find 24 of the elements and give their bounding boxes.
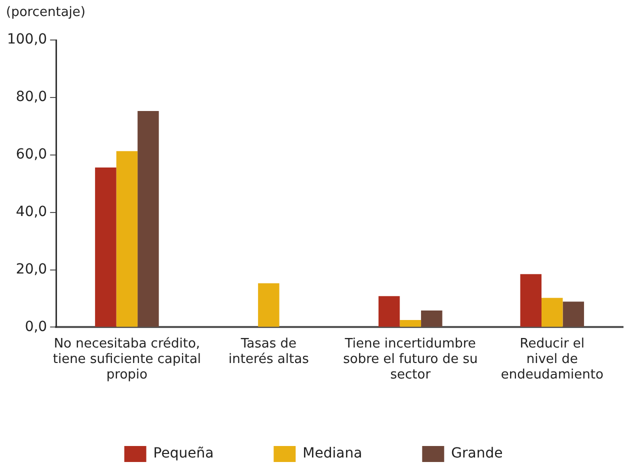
bar — [378, 296, 400, 327]
bar — [400, 320, 422, 327]
x-tick-label: Tiene incertidumbre sobre el futuro de su sector — [343, 336, 478, 383]
bar — [520, 274, 542, 327]
x-tick-label: No necesitaba crédito, tiene suficiente capital propio — [52, 336, 202, 383]
bar — [421, 310, 442, 327]
y-tick-label: 40,0 — [16, 204, 48, 220]
y-tick-label: 0,0 — [24, 318, 48, 335]
x-tick-label: Tasas de interés altas — [228, 336, 310, 367]
bar — [138, 110, 159, 327]
legend-label: Pequeña — [153, 446, 214, 462]
y-axis-title: (porcentaje) — [6, 4, 86, 20]
y-tick-label: 20,0 — [16, 261, 48, 278]
y-tick-label: 80,0 — [16, 89, 48, 106]
bar — [562, 302, 584, 327]
y-tick-label: 100,0 — [6, 32, 48, 48]
bar — [116, 151, 138, 327]
legend-label: Mediana — [302, 446, 362, 462]
bar — [258, 283, 280, 327]
bar — [542, 298, 563, 327]
bar — [95, 168, 116, 327]
y-tick-label: 60,0 — [16, 146, 48, 163]
x-tick-label: Reducir el nivel de endeudamiento — [500, 336, 604, 383]
legend-label: Grande — [451, 446, 503, 462]
